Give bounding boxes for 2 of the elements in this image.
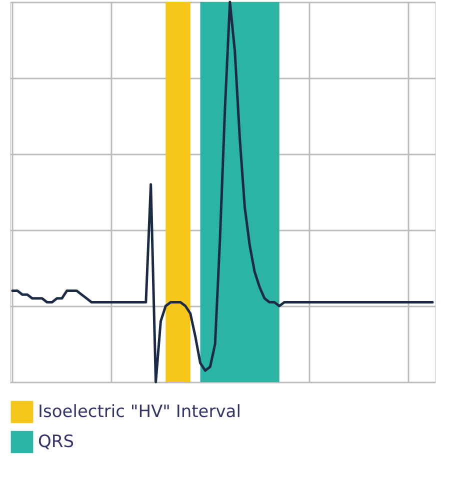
legend-label: Isoelectric "HV" Interval (38, 402, 241, 422)
legend-label: QRS (38, 432, 74, 452)
